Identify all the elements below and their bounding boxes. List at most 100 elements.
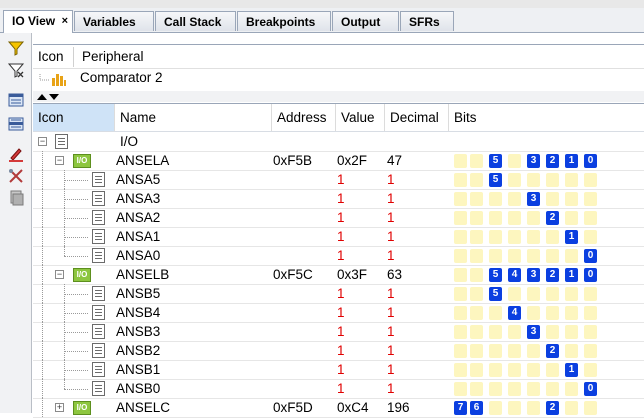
- bit-cell[interactable]: [527, 287, 540, 301]
- edit-icon[interactable]: [7, 145, 25, 163]
- bit-field-row[interactable]: ANSB1 1 1 1: [33, 360, 644, 380]
- collapse-toggle-icon[interactable]: −: [55, 269, 64, 279]
- bit-cell[interactable]: [470, 173, 483, 187]
- bit-cell[interactable]: [454, 363, 467, 377]
- filter-icon[interactable]: [7, 39, 25, 57]
- bit-cell[interactable]: [546, 382, 559, 396]
- col-name[interactable]: Name: [115, 104, 272, 131]
- bit-cell[interactable]: [508, 249, 521, 263]
- bit-cell[interactable]: [489, 325, 502, 339]
- col-bits[interactable]: Bits: [454, 110, 477, 125]
- splitter-arrows-icon[interactable]: [36, 92, 62, 101]
- bit-cell[interactable]: [470, 249, 483, 263]
- bit-cell[interactable]: [508, 230, 521, 244]
- bit-cell[interactable]: 1: [565, 268, 578, 282]
- bit-cell[interactable]: 3: [527, 325, 540, 339]
- bit-cell[interactable]: 4: [508, 306, 521, 320]
- bit-cell[interactable]: [470, 306, 483, 320]
- tab-breakpoints[interactable]: Breakpoints: [237, 11, 331, 31]
- bit-cell[interactable]: [454, 249, 467, 263]
- bit-cell[interactable]: [546, 230, 559, 244]
- bit-cell[interactable]: [489, 249, 502, 263]
- expand-toggle-icon[interactable]: +: [55, 402, 64, 412]
- bit-cell[interactable]: [454, 325, 467, 339]
- bit-field-row[interactable]: ANSB2 1 1 2: [33, 341, 644, 361]
- bit-cell[interactable]: [454, 382, 467, 396]
- bit-cell[interactable]: [508, 344, 521, 358]
- bit-cell[interactable]: 6: [470, 401, 483, 415]
- bit-cell[interactable]: [565, 173, 578, 187]
- bit-cell[interactable]: [546, 287, 559, 301]
- bit-cell[interactable]: [508, 287, 521, 301]
- bit-cell[interactable]: [508, 325, 521, 339]
- bit-cell[interactable]: [584, 287, 597, 301]
- bit-cell[interactable]: [527, 363, 540, 377]
- bit-cell[interactable]: [546, 192, 559, 206]
- bit-cell[interactable]: [454, 173, 467, 187]
- bit-cell[interactable]: [470, 382, 483, 396]
- close-icon[interactable]: ×: [61, 15, 68, 27]
- bit-cell[interactable]: [470, 344, 483, 358]
- bit-cell[interactable]: 0: [584, 249, 597, 263]
- bit-cell[interactable]: [454, 306, 467, 320]
- tab-variables[interactable]: Variables: [74, 11, 154, 31]
- bit-cell[interactable]: 3: [527, 192, 540, 206]
- bit-cell[interactable]: [565, 306, 578, 320]
- peripheral-row[interactable]: Comparator 2: [33, 69, 644, 90]
- register-row[interactable]: + I/O ANSELC 0xF5D 0xC4 196 7 6 2: [33, 398, 644, 418]
- bit-cell[interactable]: [546, 173, 559, 187]
- bit-cell[interactable]: 1: [565, 230, 578, 244]
- bit-cell[interactable]: [489, 192, 502, 206]
- bit-cell[interactable]: [565, 401, 578, 415]
- bit-cell[interactable]: [584, 192, 597, 206]
- bit-cell[interactable]: [454, 230, 467, 244]
- bit-field-row[interactable]: ANSB5 1 1 5: [33, 284, 644, 304]
- bit-cell[interactable]: [489, 363, 502, 377]
- tab-io-view[interactable]: IO View ×: [3, 10, 73, 33]
- bit-cell[interactable]: [527, 230, 540, 244]
- bit-cell[interactable]: [584, 325, 597, 339]
- collapse-toggle-icon[interactable]: −: [38, 136, 47, 146]
- col-value[interactable]: Value: [336, 104, 385, 131]
- bit-cell[interactable]: [527, 401, 540, 415]
- bit-cell[interactable]: [527, 306, 540, 320]
- bit-cell[interactable]: [508, 382, 521, 396]
- bit-cell[interactable]: [546, 363, 559, 377]
- bit-cell[interactable]: [470, 363, 483, 377]
- col-icon[interactable]: Icon: [33, 104, 115, 131]
- bit-field-row[interactable]: ANSB0 1 1 0: [33, 379, 644, 399]
- bit-cell[interactable]: [584, 211, 597, 225]
- bit-cell[interactable]: [470, 287, 483, 301]
- tab-sfrs[interactable]: SFRs: [400, 11, 454, 31]
- bit-cell[interactable]: [584, 306, 597, 320]
- bit-field-row[interactable]: ANSA2 1 1 2: [33, 208, 644, 228]
- bit-cell[interactable]: [470, 154, 483, 168]
- bit-cell[interactable]: [470, 325, 483, 339]
- bit-cell[interactable]: 5: [489, 268, 502, 282]
- filter-clear-icon[interactable]: [7, 61, 25, 79]
- bit-cell[interactable]: [565, 287, 578, 301]
- bit-cell[interactable]: [508, 192, 521, 206]
- bit-cell[interactable]: [527, 344, 540, 358]
- bit-cell[interactable]: [454, 211, 467, 225]
- bit-cell[interactable]: [565, 325, 578, 339]
- bit-cell[interactable]: [454, 192, 467, 206]
- bit-field-row[interactable]: ANSA0 1 1 0: [33, 246, 644, 266]
- bit-cell[interactable]: [470, 268, 483, 282]
- bit-cell[interactable]: 5: [489, 287, 502, 301]
- panel-splitter[interactable]: [33, 91, 644, 102]
- bit-cell[interactable]: [489, 230, 502, 244]
- bit-cell[interactable]: 3: [527, 268, 540, 282]
- bit-cell[interactable]: [565, 344, 578, 358]
- bit-field-row[interactable]: ANSB4 1 1 4: [33, 303, 644, 323]
- bit-cell[interactable]: 1: [565, 363, 578, 377]
- copy-icon[interactable]: [7, 189, 25, 207]
- bit-field-row[interactable]: ANSA1 1 1 1: [33, 227, 644, 247]
- bit-cell[interactable]: 4: [508, 268, 521, 282]
- tab-call-stack[interactable]: Call Stack: [155, 11, 236, 31]
- bit-cell[interactable]: 2: [546, 401, 559, 415]
- bit-cell[interactable]: [454, 154, 467, 168]
- bit-cell[interactable]: [508, 154, 521, 168]
- bit-cell[interactable]: [527, 211, 540, 225]
- bit-cell[interactable]: [489, 344, 502, 358]
